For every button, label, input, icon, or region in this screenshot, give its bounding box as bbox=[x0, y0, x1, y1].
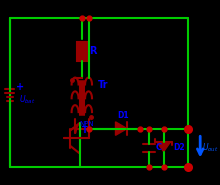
Text: $U_{out}$: $U_{out}$ bbox=[202, 142, 219, 154]
Text: C: C bbox=[156, 143, 162, 152]
FancyBboxPatch shape bbox=[77, 42, 87, 61]
Text: T: T bbox=[82, 126, 88, 135]
Polygon shape bbox=[157, 142, 170, 152]
Text: $U_{bat}$: $U_{bat}$ bbox=[19, 93, 36, 106]
Text: Tr: Tr bbox=[98, 80, 109, 90]
Polygon shape bbox=[116, 122, 127, 135]
Text: +: + bbox=[16, 82, 24, 92]
Text: R: R bbox=[90, 46, 97, 56]
Text: D2: D2 bbox=[173, 143, 185, 152]
Text: D1: D1 bbox=[117, 111, 129, 120]
Text: NPN: NPN bbox=[79, 121, 93, 127]
